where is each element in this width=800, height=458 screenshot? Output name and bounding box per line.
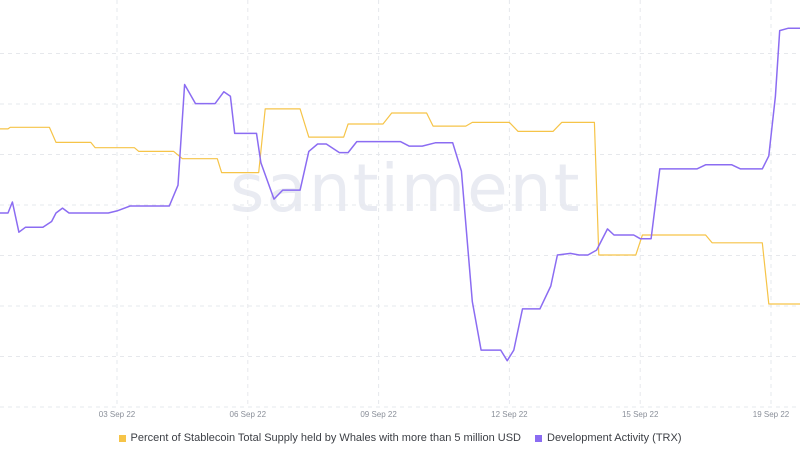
grid — [0, 0, 800, 408]
series-lines — [0, 27, 800, 362]
x-tick-label: 19 Sep 22 — [753, 410, 790, 419]
x-tick-label: 03 Sep 22 — [99, 410, 136, 419]
legend-item-whales[interactable]: Percent of Stablecoin Total Supply held … — [118, 432, 522, 444]
chart-area: 03 Sep 22 06 Sep 22 09 Sep 22 12 Sep 22 15 S… — [0, 0, 800, 419]
x-tick-label: 15 Sep 22 — [622, 410, 659, 419]
x-tick-label: 12 Sep 22 — [491, 410, 528, 419]
legend-swatch-dev-activity — [535, 434, 542, 442]
legend: Percent of Stablecoin Total Supply held … — [0, 432, 800, 444]
x-axis-ticks: 03 Sep 22 06 Sep 22 09 Sep 22 12 Sep 22 15 S… — [99, 410, 790, 419]
series-line-whales — [0, 108, 800, 305]
x-tick-label: 09 Sep 22 — [360, 410, 397, 419]
watermark: santiment — [230, 150, 582, 227]
x-tick-label: 06 Sep 22 — [230, 410, 267, 419]
series-line-dev-activity — [0, 27, 800, 362]
legend-item-dev-activity[interactable]: Development Activity (TRX) — [535, 432, 681, 444]
legend-swatch-whales — [118, 434, 126, 442]
legend-label-dev-activity: Development Activity (TRX) — [547, 432, 682, 444]
legend-label-whales: Percent of Stablecoin Total Supply held … — [130, 432, 522, 444]
